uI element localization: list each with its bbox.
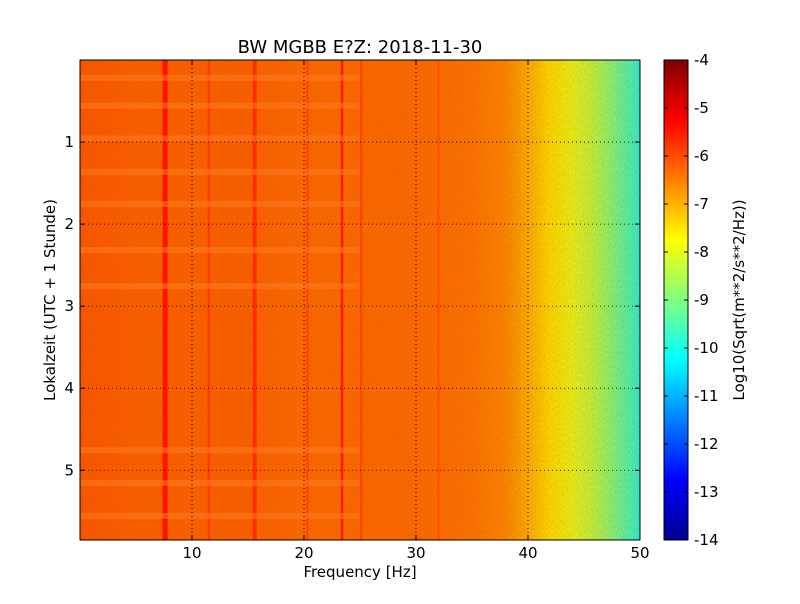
time-band (80, 201, 360, 208)
x-axis-ticks: 10 20 30 40 50 (182, 60, 650, 562)
x-tick-label: 40 (518, 544, 537, 562)
time-band (80, 283, 360, 290)
colorbar-tick-label: -5 (694, 99, 709, 117)
colorbar-tick-label: -10 (694, 339, 719, 357)
plot-area (80, 60, 640, 540)
spectral-lines (162, 60, 440, 540)
x-tick-label: 50 (630, 544, 649, 562)
y-axis-ticks: 1 2 3 4 5 (64, 133, 640, 479)
time-band (80, 247, 360, 254)
chart-title: BW MGBB E?Z: 2018-11-30 (238, 37, 483, 58)
grid-lines (80, 60, 640, 540)
colorbar-label: Log10(Sqrt(m**2/s**2/Hz)) (730, 199, 748, 400)
time-band (80, 512, 360, 519)
plot-frame (79, 59, 641, 541)
y-tick-label: 2 (64, 215, 74, 233)
colorbar-tick-label: -4 (694, 51, 709, 69)
colorbar-tick-label: -9 (694, 291, 709, 309)
y-tick-label: 3 (64, 297, 74, 315)
colorbar-ticks: -4 -5 -6 -7 -8 -9 -10 -11 -12 -13 -14 (664, 51, 719, 549)
time-band (80, 480, 360, 487)
y-tick-label: 4 (64, 379, 74, 397)
spectral-line (437, 60, 440, 540)
colorbar-tick-label: -12 (694, 435, 719, 453)
spectral-line (252, 60, 257, 540)
x-tick-label: 20 (294, 544, 313, 562)
colorbar-tick-label: -6 (694, 147, 709, 165)
time-band (80, 169, 360, 176)
spectral-line (340, 60, 344, 540)
colorbar-tick-label: -11 (694, 387, 719, 405)
time-bands (80, 74, 360, 519)
spectral-line (207, 60, 211, 540)
y-tick-label: 1 (64, 133, 74, 151)
spectral-line (359, 60, 363, 540)
time-band (80, 447, 360, 454)
time-band (80, 135, 360, 142)
y-axis-label: Lokalzeit (UTC + 1 Stunde) (41, 199, 59, 401)
colorbar-tick-label: -7 (694, 195, 709, 213)
y-tick-label: 5 (64, 461, 74, 479)
spectral-line (162, 60, 168, 540)
colorbar-tick-label: -14 (694, 531, 719, 549)
time-band (80, 74, 360, 81)
time-band (80, 102, 360, 109)
x-axis-label: Frequency [Hz] (303, 563, 416, 581)
colorbar-tick-label: -8 (694, 243, 709, 261)
spectral-line (306, 60, 309, 540)
colorbar-tick-label: -13 (694, 483, 719, 501)
x-tick-label: 10 (182, 544, 201, 562)
x-tick-label: 30 (406, 544, 425, 562)
